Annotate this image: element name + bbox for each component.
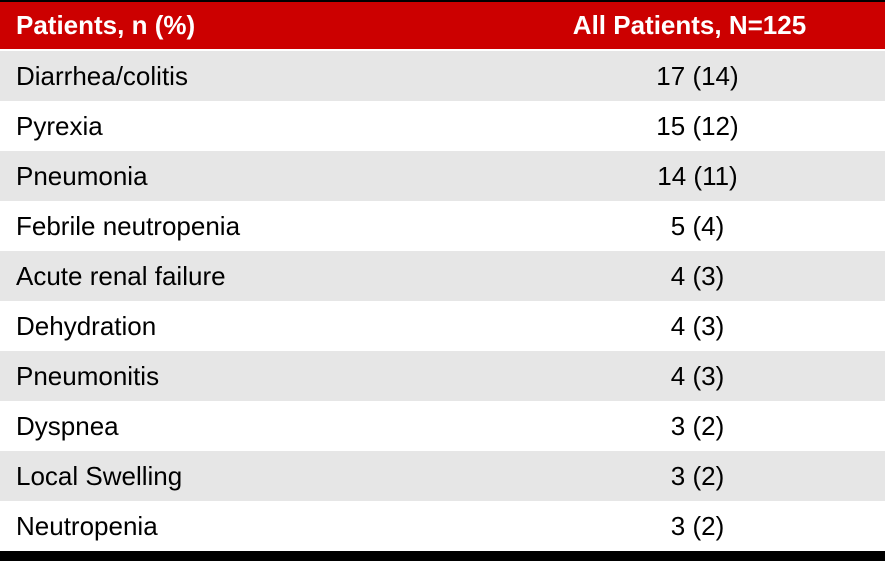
table-row: Dehydration 4 (3) xyxy=(0,301,885,351)
table-row: Neutropenia 3 (2) xyxy=(0,501,885,551)
event-count: 4 (3) xyxy=(670,360,725,391)
event-count: 15 (12) xyxy=(656,110,739,141)
table-header: Patients, n (%) All Patients, N=125 xyxy=(0,2,885,51)
event-count: 3 (2) xyxy=(670,510,725,541)
header-patients: Patients, n (%) xyxy=(16,10,196,40)
event-count: 5 (4) xyxy=(670,210,725,241)
event-name: Dehydration xyxy=(16,310,157,341)
table-row: Pneumonia 14 (11) xyxy=(0,151,885,201)
header-all-patients: All Patients, N=125 xyxy=(572,10,807,40)
event-count: 14 (11) xyxy=(657,160,738,191)
table-row: Pyrexia 15 (12) xyxy=(0,101,885,151)
table-row: Acute renal failure 4 (3) xyxy=(0,251,885,301)
event-name: Dyspnea xyxy=(16,410,119,441)
event-name: Acute renal failure xyxy=(16,260,226,291)
event-count: 4 (3) xyxy=(670,310,725,341)
table-row: Diarrhea/colitis 17 (14) xyxy=(0,51,885,101)
table-row: Febrile neutropenia 5 (4) xyxy=(0,201,885,251)
event-count: 3 (2) xyxy=(670,460,725,491)
event-name: Febrile neutropenia xyxy=(16,210,241,241)
event-name: Diarrhea/colitis xyxy=(16,60,188,91)
table-row: Pneumonitis 4 (3) xyxy=(0,351,885,401)
event-name: Pyrexia xyxy=(16,110,103,141)
event-name: Pneumonia xyxy=(16,160,148,191)
event-count: 17 (14) xyxy=(656,60,739,91)
table-row: Local Swelling 3 (2) xyxy=(0,451,885,501)
event-count: 3 (2) xyxy=(670,410,725,441)
event-name: Neutropenia xyxy=(16,510,158,541)
bottom-rule xyxy=(0,551,885,561)
event-name: Pneumonitis xyxy=(16,360,160,391)
event-count: 4 (3) xyxy=(670,260,725,291)
event-name: Local Swelling xyxy=(16,460,183,491)
table-row: Dyspnea 3 (2) xyxy=(0,401,885,451)
